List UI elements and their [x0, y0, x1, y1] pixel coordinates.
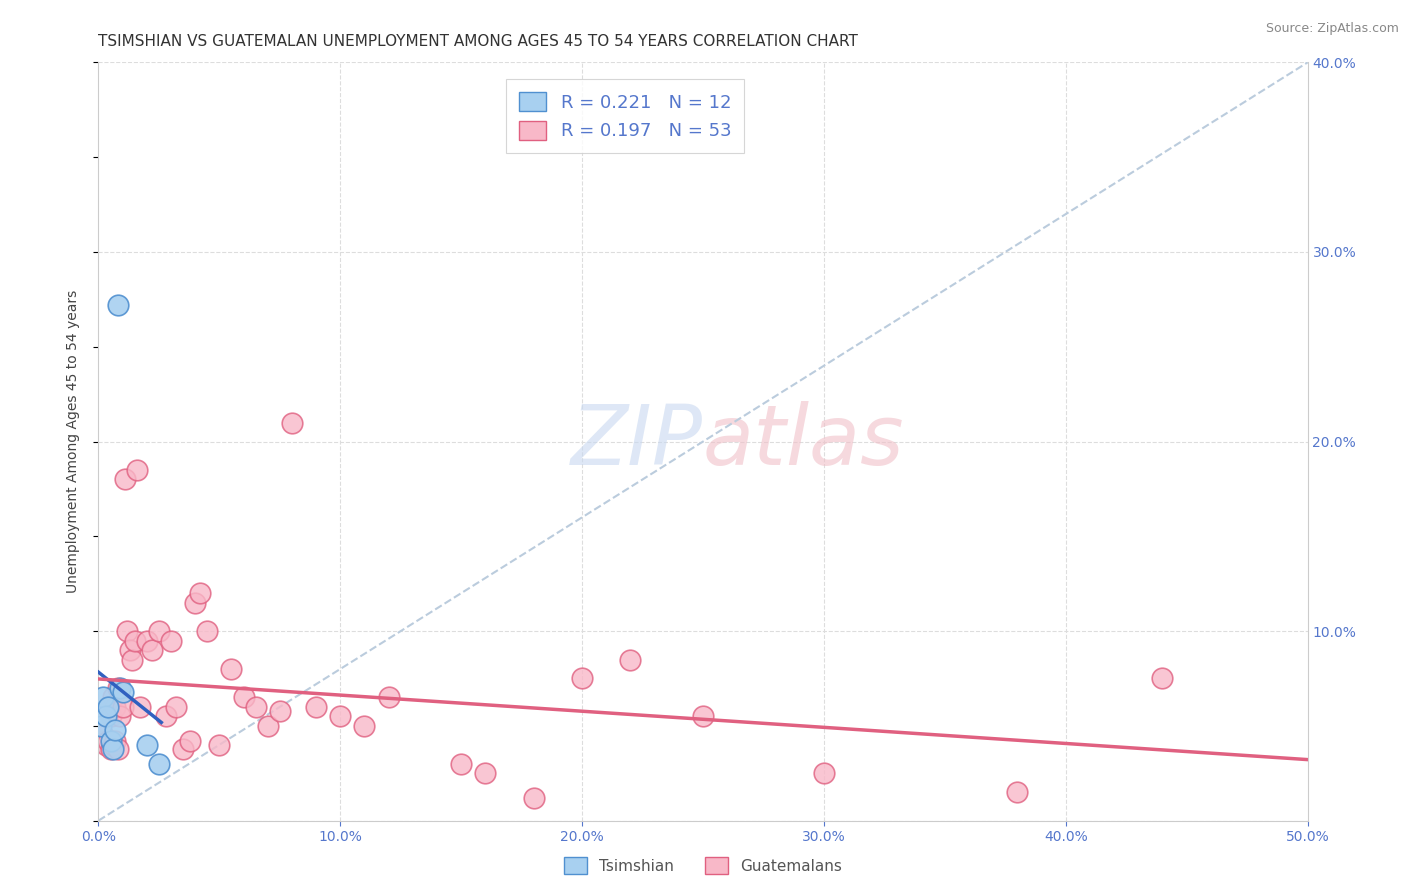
- Point: [108, 709, 131, 723]
- Point: [127, 463, 149, 477]
- Point: [141, 643, 163, 657]
- Point: [91, 690, 114, 705]
- Point: [474, 766, 496, 780]
- Point: [117, 624, 139, 639]
- Point: [269, 704, 291, 718]
- Point: [104, 699, 127, 714]
- Point: [108, 681, 131, 695]
- Point: [256, 719, 278, 733]
- Point: [353, 719, 375, 733]
- Text: atlas: atlas: [703, 401, 904, 482]
- Point: [107, 681, 129, 695]
- Point: [124, 633, 146, 648]
- Point: [111, 699, 134, 714]
- Point: [377, 690, 399, 705]
- Point: [221, 662, 243, 676]
- Point: [104, 723, 127, 737]
- Point: [245, 699, 267, 714]
- Point: [104, 734, 127, 748]
- Text: TSIMSHIAN VS GUATEMALAN UNEMPLOYMENT AMONG AGES 45 TO 54 YEARS CORRELATION CHART: TSIMSHIAN VS GUATEMALAN UNEMPLOYMENT AMO…: [98, 34, 858, 49]
- Point: [813, 766, 835, 780]
- Point: [90, 719, 112, 733]
- Legend: Tsimshian, Guatemalans: Tsimshian, Guatemalans: [558, 851, 848, 880]
- Point: [135, 738, 157, 752]
- Point: [100, 741, 122, 756]
- Point: [101, 690, 124, 705]
- Point: [97, 734, 120, 748]
- Point: [148, 756, 170, 771]
- Point: [184, 596, 207, 610]
- Point: [155, 709, 177, 723]
- Point: [450, 756, 472, 771]
- Point: [692, 709, 714, 723]
- Point: [523, 791, 546, 805]
- Point: [135, 633, 157, 648]
- Point: [128, 699, 150, 714]
- Y-axis label: Unemployment Among Ages 45 to 54 years: Unemployment Among Ages 45 to 54 years: [66, 290, 80, 593]
- Point: [97, 699, 120, 714]
- Point: [165, 699, 187, 714]
- Point: [114, 473, 136, 487]
- Point: [97, 699, 120, 714]
- Point: [1152, 672, 1174, 686]
- Point: [100, 709, 122, 723]
- Point: [118, 643, 141, 657]
- Point: [100, 734, 122, 748]
- Legend: R = 0.221   N = 12, R = 0.197   N = 53: R = 0.221 N = 12, R = 0.197 N = 53: [506, 79, 744, 153]
- Point: [91, 728, 114, 742]
- Point: [172, 741, 194, 756]
- Point: [160, 633, 183, 648]
- Point: [188, 586, 211, 600]
- Point: [111, 685, 134, 699]
- Point: [179, 734, 201, 748]
- Point: [208, 738, 231, 752]
- Point: [619, 652, 641, 666]
- Point: [148, 624, 170, 639]
- Point: [107, 298, 129, 312]
- Point: [1007, 785, 1029, 799]
- Point: [329, 709, 352, 723]
- Point: [101, 741, 124, 756]
- Point: [305, 699, 328, 714]
- Point: [195, 624, 218, 639]
- Point: [571, 672, 593, 686]
- Point: [94, 738, 117, 752]
- Point: [101, 738, 124, 752]
- Text: Source: ZipAtlas.com: Source: ZipAtlas.com: [1265, 22, 1399, 36]
- Point: [94, 709, 117, 723]
- Text: ZIP: ZIP: [571, 401, 703, 482]
- Point: [121, 652, 143, 666]
- Point: [281, 416, 304, 430]
- Point: [90, 734, 112, 748]
- Point: [107, 741, 129, 756]
- Point: [232, 690, 254, 705]
